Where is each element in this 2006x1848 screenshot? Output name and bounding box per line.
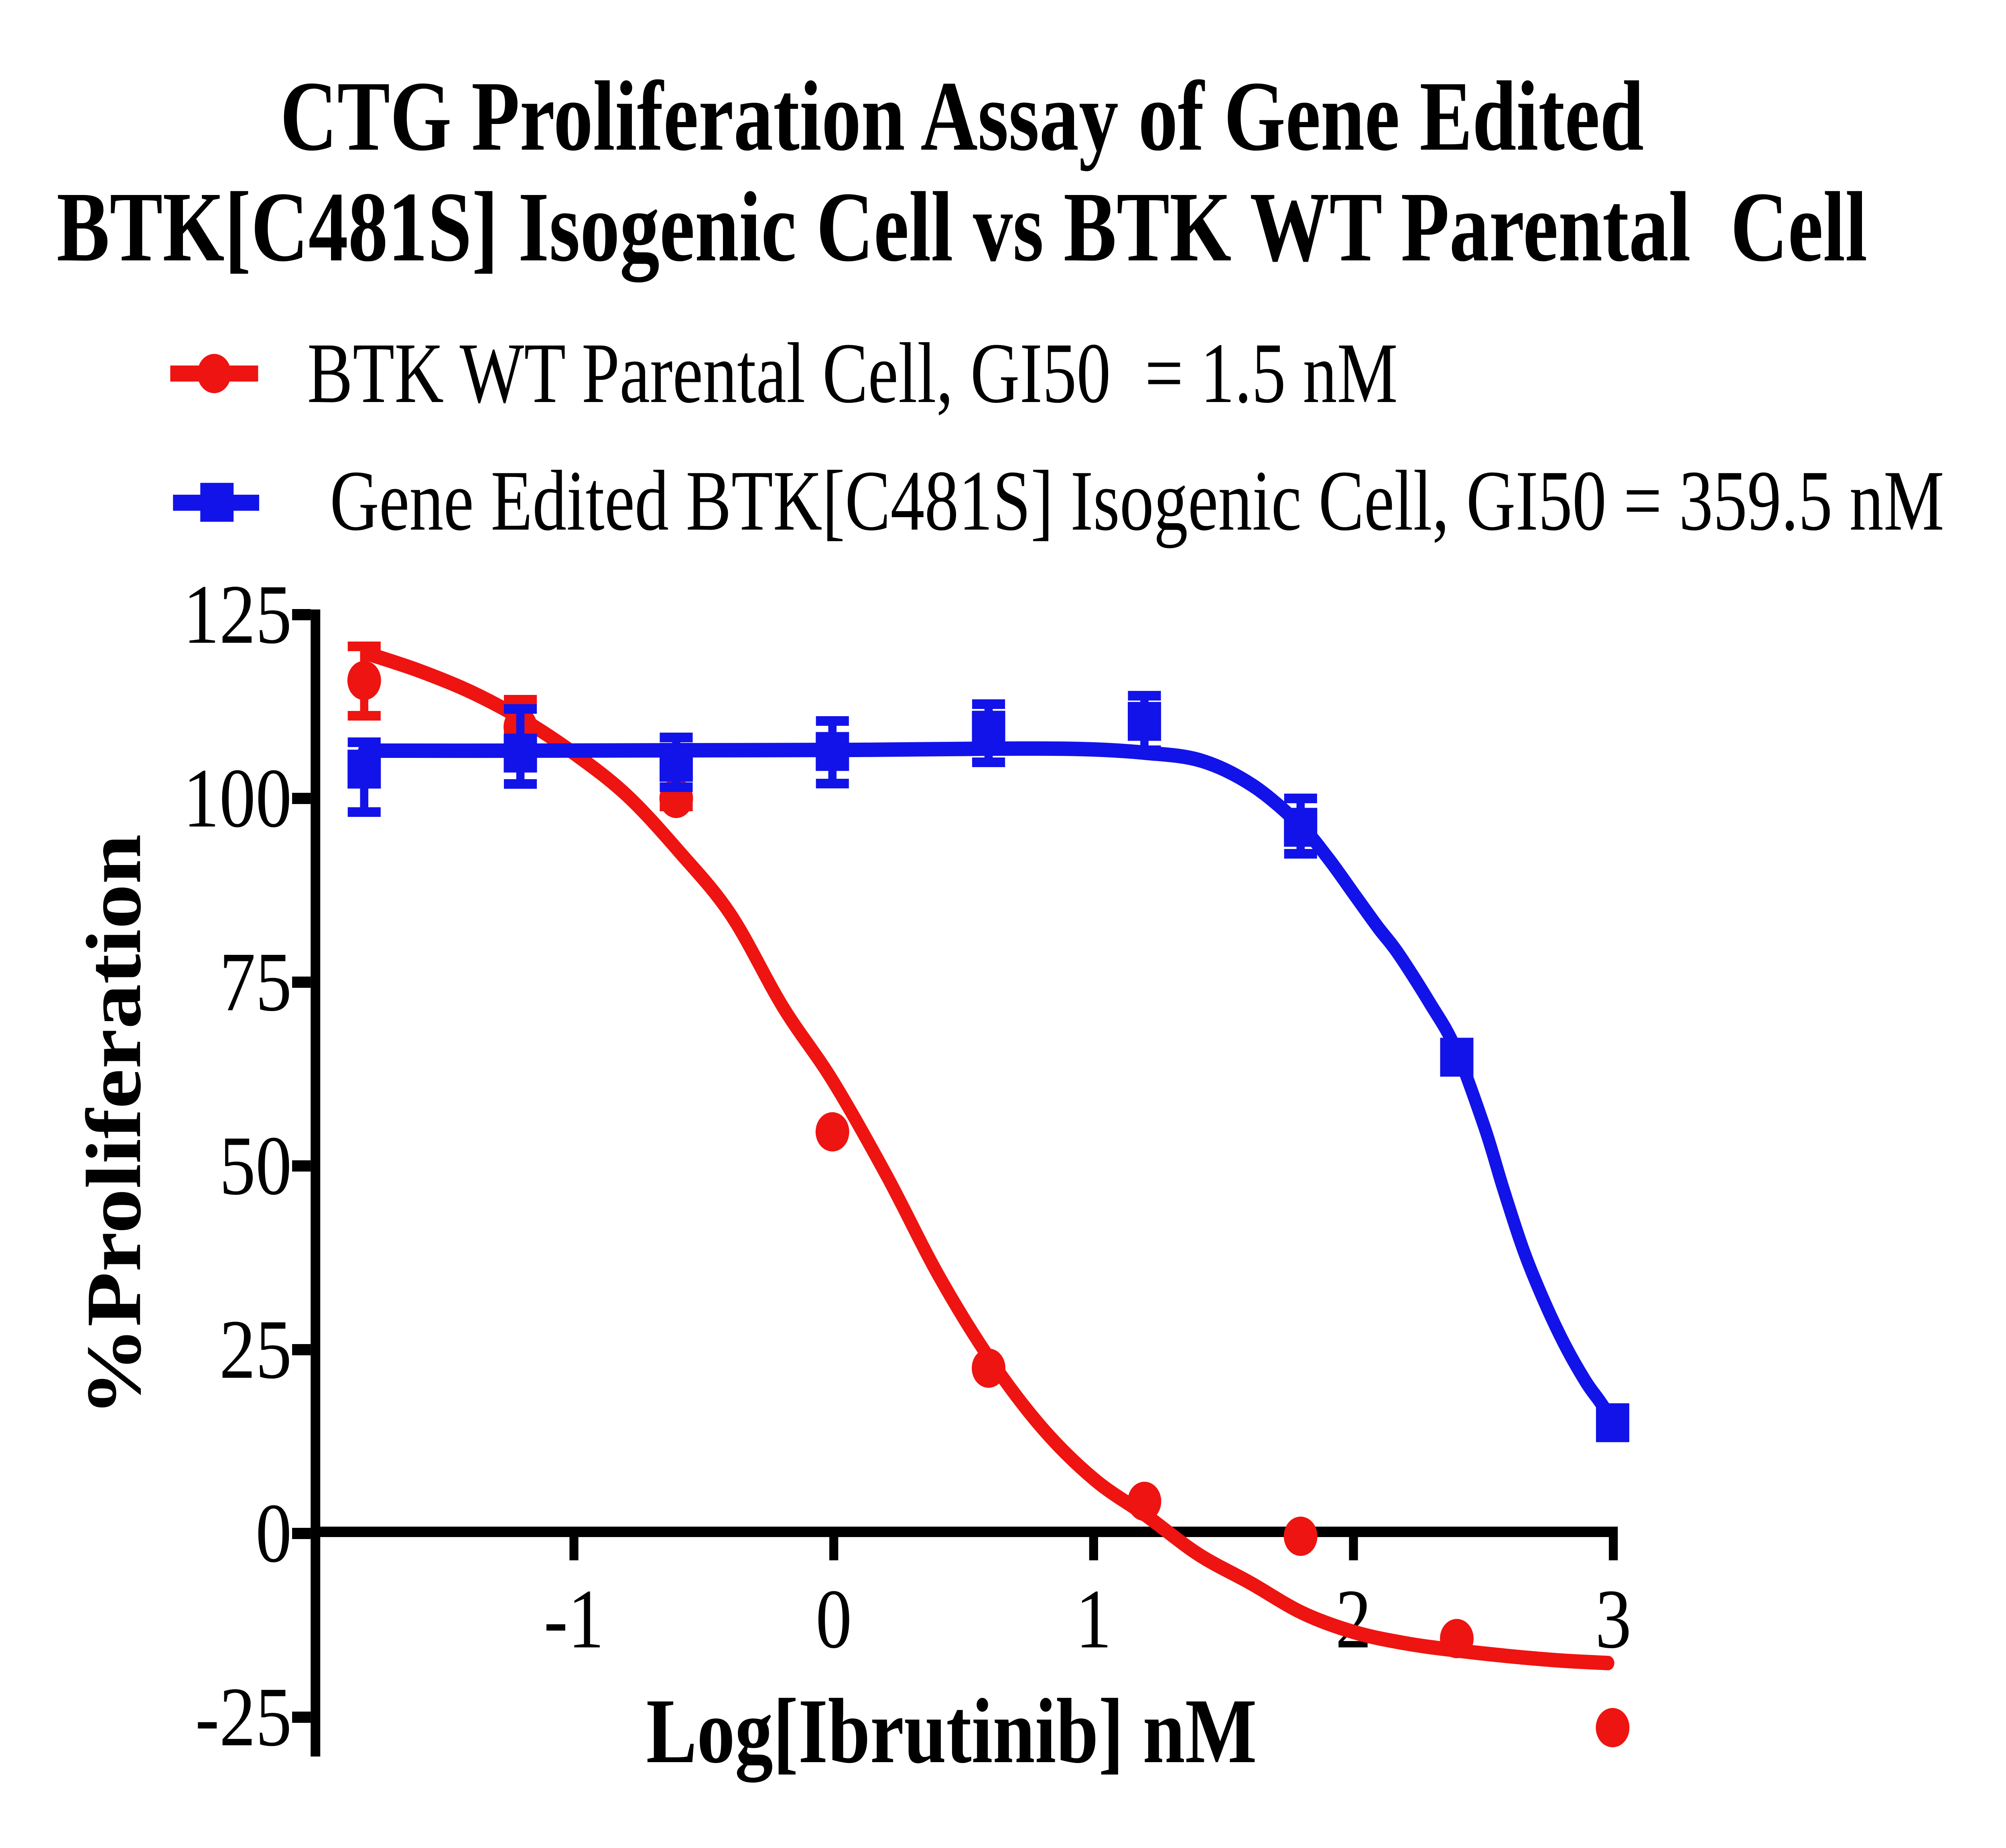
svg-text:2: 2 xyxy=(1335,1572,1371,1666)
svg-text:CTG Proliferation Assay of Gen: CTG Proliferation Assay of Gene Edited xyxy=(280,61,1644,172)
svg-text:25: 25 xyxy=(219,1303,292,1396)
svg-text:1: 1 xyxy=(1076,1572,1112,1666)
svg-text:Gene Edited BTK[C481S] Isogeni: Gene Edited BTK[C481S] Isogenic Cell, GI… xyxy=(330,453,1944,548)
svg-text:-25: -25 xyxy=(195,1670,292,1764)
svg-text:0: 0 xyxy=(816,1572,852,1666)
svg-text:BTK WT Parental Cell, GI50 =: BTK WT Parental Cell, GI50 = 1.5 nM xyxy=(307,326,1398,421)
svg-text:Log[Ibrutinib] nM: Log[Ibrutinib] nM xyxy=(646,1680,1257,1783)
svg-text:125: 125 xyxy=(183,568,292,661)
svg-text:75: 75 xyxy=(219,935,292,1029)
svg-text:%Proliferation: %Proliferation xyxy=(70,834,157,1417)
svg-text:50: 50 xyxy=(219,1119,292,1212)
svg-text:100: 100 xyxy=(183,751,292,845)
svg-text:BTK[C481S] Isogenic Cell vs BT: BTK[C481S] Isogenic Cell vs BTK WT Paren… xyxy=(57,172,1867,282)
svg-text:3: 3 xyxy=(1595,1572,1631,1666)
svg-text:0: 0 xyxy=(256,1487,292,1580)
svg-text:-1: -1 xyxy=(544,1572,604,1666)
